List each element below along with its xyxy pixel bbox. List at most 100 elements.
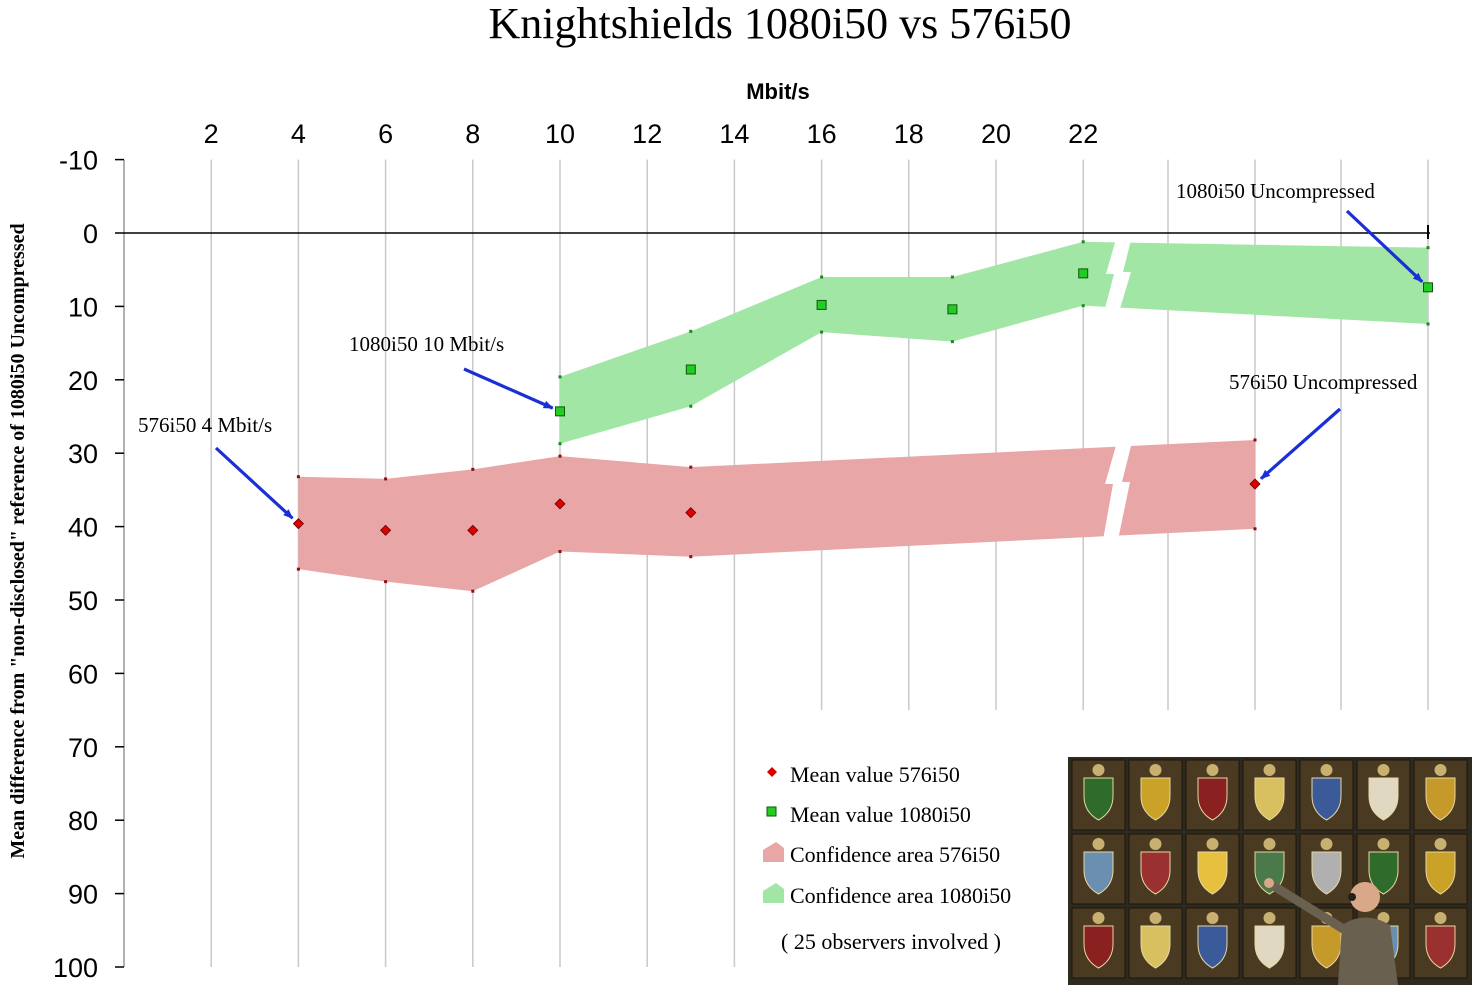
- coat-of-arms-shield: [1083, 851, 1114, 895]
- annotation-label: 576i50 Uncompressed: [1229, 370, 1418, 394]
- x-tick-label: 14: [719, 119, 749, 149]
- annotation-arrow: [1259, 407, 1342, 480]
- x-tick-label: 16: [807, 119, 837, 149]
- confidence-bound-marker: [471, 467, 475, 471]
- confidence-bound-marker: [689, 329, 693, 333]
- axis-break-mark-1080: [1104, 232, 1133, 312]
- mean-1080i50-marker: [685, 364, 696, 375]
- x-tick-label: 22: [1068, 119, 1098, 149]
- coat-of-arms-shield: [1425, 925, 1456, 969]
- annotation-label: 576i50 4 Mbit/s: [138, 413, 272, 437]
- confidence-bound-marker: [296, 475, 300, 479]
- annotation-arrow: [214, 446, 294, 520]
- helmet-crest: [1263, 838, 1276, 850]
- x-tick-label: 6: [378, 119, 393, 149]
- presenter-body: [1338, 917, 1398, 985]
- mean-576i50-marker: [685, 507, 697, 519]
- annotation-arrow: [463, 367, 554, 410]
- y-tick-label: 80: [68, 806, 98, 836]
- coat-of-arms-shield: [1197, 777, 1228, 821]
- helmet-crest: [1206, 838, 1219, 850]
- legend-area-icon: [763, 842, 784, 862]
- data-markers: [292, 268, 1433, 536]
- confidence-bound-marker: [820, 330, 824, 334]
- helmet-crest: [1377, 838, 1390, 850]
- legend-area-icon: [763, 883, 784, 903]
- confidence-bound-marker: [689, 465, 693, 469]
- presenter-head: [1350, 882, 1380, 912]
- coat-of-arms-shield: [1425, 777, 1456, 821]
- mean-1080i50-marker: [1078, 268, 1089, 279]
- mean-1080i50-marker: [1423, 282, 1433, 293]
- confidence-bound-marker: [689, 404, 693, 408]
- legend-diamond-icon: [767, 767, 777, 777]
- axis-break-mark-576: [1103, 442, 1132, 540]
- y-tick-label: 30: [68, 439, 98, 469]
- confidence-bound-marker: [1081, 240, 1085, 244]
- coat-of-arms-shield: [1254, 777, 1285, 821]
- confidence-areas: [296, 240, 1430, 593]
- mean-1080i50-marker: [816, 299, 827, 310]
- headphones: [1348, 893, 1356, 901]
- confidence-bound-marker: [1426, 246, 1430, 250]
- coat-of-arms-shield: [1311, 777, 1342, 821]
- helmet-crest: [1434, 838, 1447, 850]
- mean-1080i50-marker: [947, 304, 958, 315]
- y-tick-label: 60: [68, 659, 98, 689]
- presenter-arm: [1269, 881, 1348, 934]
- chart-title: Knightshields 1080i50 vs 576i50: [488, 0, 1071, 48]
- mean-576i50-marker: [467, 524, 479, 536]
- confidence-bound-marker: [1253, 438, 1257, 442]
- helmet-crest: [1092, 764, 1105, 776]
- coat-of-arms-shield: [1368, 777, 1399, 821]
- legend-label: Confidence area 1080i50: [790, 883, 1011, 908]
- coat-of-arms-shield: [1311, 851, 1342, 895]
- confidence-bound-marker: [820, 275, 824, 279]
- helmet-crest: [1149, 838, 1162, 850]
- coat-of-arms-shield: [1368, 851, 1399, 895]
- confidence-bound-marker: [1426, 322, 1430, 326]
- coat-of-arms-shield: [1197, 925, 1228, 969]
- confidence-bound-marker: [558, 442, 562, 446]
- confidence-bound-marker: [950, 340, 954, 344]
- legend-label: Confidence area 576i50: [790, 842, 1000, 867]
- annotations: 576i50 4 Mbit/s 1080i50 10 Mbit/s 1080i50 …: [138, 179, 1424, 520]
- confidence-bound-marker: [558, 550, 562, 554]
- x-tick-label: 20: [981, 119, 1011, 149]
- y-tick-label: 0: [83, 219, 98, 249]
- coat-of-arms-shield: [1083, 777, 1114, 821]
- helmet-crest: [1092, 838, 1105, 850]
- axis-break: [1103, 232, 1133, 540]
- confidence-bound-marker: [471, 589, 475, 593]
- helmet-crest: [1149, 912, 1162, 924]
- mean-576i50-marker: [554, 498, 566, 510]
- legend-label: Mean value 576i50: [790, 762, 960, 787]
- y-tick-label: 90: [68, 880, 98, 910]
- helmet-crest: [1092, 912, 1105, 924]
- x-axis-title: Mbit/s: [746, 79, 810, 104]
- x-tick-label: 8: [465, 119, 480, 149]
- annotation-label: 1080i50 10 Mbit/s: [349, 332, 504, 356]
- observers-note: ( 25 observers involved ): [781, 929, 1001, 954]
- mean-576i50-marker: [1249, 478, 1261, 490]
- confidence-bound-marker: [296, 567, 300, 571]
- legend-square-icon: [766, 806, 777, 817]
- helmet-crest: [1206, 764, 1219, 776]
- y-tick-label: 50: [68, 586, 98, 616]
- helmet-crest: [1434, 912, 1447, 924]
- coat-of-arms-shield: [1140, 925, 1171, 969]
- helmet-crest: [1149, 764, 1162, 776]
- y-axis-title: Mean difference from "non-disclosed" ref…: [7, 223, 29, 858]
- presenter-hand: [1264, 878, 1274, 888]
- y-tick-label: 100: [53, 953, 98, 983]
- confidence-bound-marker: [689, 555, 693, 559]
- coat-of-arms-shield: [1140, 777, 1171, 821]
- x-tick-label: 12: [632, 119, 662, 149]
- helmet-crest: [1434, 764, 1447, 776]
- confidence-bound-marker: [950, 275, 954, 279]
- x-tick-label: 18: [894, 119, 924, 149]
- axes: -10 0 10 20 30 40 50 60 70 80 90 100 2 4 6 8 10 12 14 16 18 2…: [53, 119, 1430, 983]
- y-tick-label: 70: [68, 733, 98, 763]
- coat-of-arms-shield: [1140, 851, 1171, 895]
- x-tick-label: 10: [545, 119, 575, 149]
